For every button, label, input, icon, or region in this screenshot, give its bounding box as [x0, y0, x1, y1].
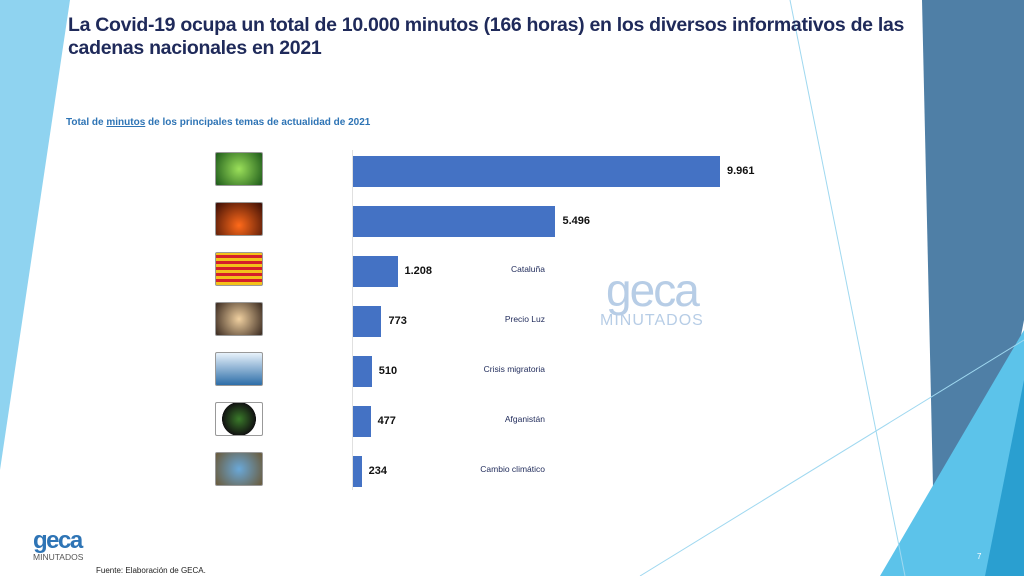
bar	[353, 356, 372, 387]
slide-title: La Covid-19 ocupa un total de 10.000 min…	[68, 14, 905, 59]
bar	[353, 456, 362, 487]
data-label: 1.208	[404, 265, 433, 277]
data-label: 5.496	[562, 215, 591, 227]
chart-subtitle: Total de minutos de los principales tema…	[66, 117, 371, 128]
category-label: Cataluña	[510, 264, 545, 274]
bar-row: Covid	[210, 152, 710, 192]
category-label: Afganistán	[504, 414, 545, 424]
bar	[353, 156, 720, 187]
right-light-accent-shape	[880, 330, 1024, 576]
geca-logo: geca MINUTADOS	[33, 527, 84, 563]
bar	[353, 406, 371, 437]
bar-row: Crisis migratoria	[210, 352, 710, 392]
geca-watermark: geca MINUTADOS	[600, 264, 704, 329]
category-label: Precio Luz	[504, 314, 545, 324]
globe-hands-image	[215, 452, 263, 486]
afghanistan-map-image	[215, 402, 263, 436]
catalonia-flag-map-image	[215, 252, 263, 286]
category-label: Crisis migratoria	[483, 364, 545, 374]
data-label: 9.961	[727, 165, 755, 177]
data-label: 234	[368, 465, 387, 477]
bar-row: Cambio climático	[210, 452, 710, 492]
data-label: 773	[388, 315, 407, 327]
category-label: Cambio climático	[480, 464, 545, 474]
bar-row: Cataluña	[210, 252, 710, 292]
bar	[353, 256, 398, 287]
bar	[353, 306, 382, 337]
lightbulb-image	[215, 302, 263, 336]
left-accent-shape	[0, 0, 70, 470]
data-label: 477	[377, 415, 396, 427]
volcano-image	[215, 202, 263, 236]
data-label: 510	[378, 365, 398, 377]
source-note: Fuente: Elaboración de GECA.	[96, 566, 206, 575]
bar-row: Afganistán	[210, 402, 710, 442]
bar-row: Precio Luz	[210, 302, 710, 342]
migrants-image	[215, 352, 263, 386]
page-number: 7	[977, 552, 982, 561]
virus-image	[215, 152, 263, 186]
chart-axis	[352, 150, 353, 490]
bar	[353, 206, 556, 237]
